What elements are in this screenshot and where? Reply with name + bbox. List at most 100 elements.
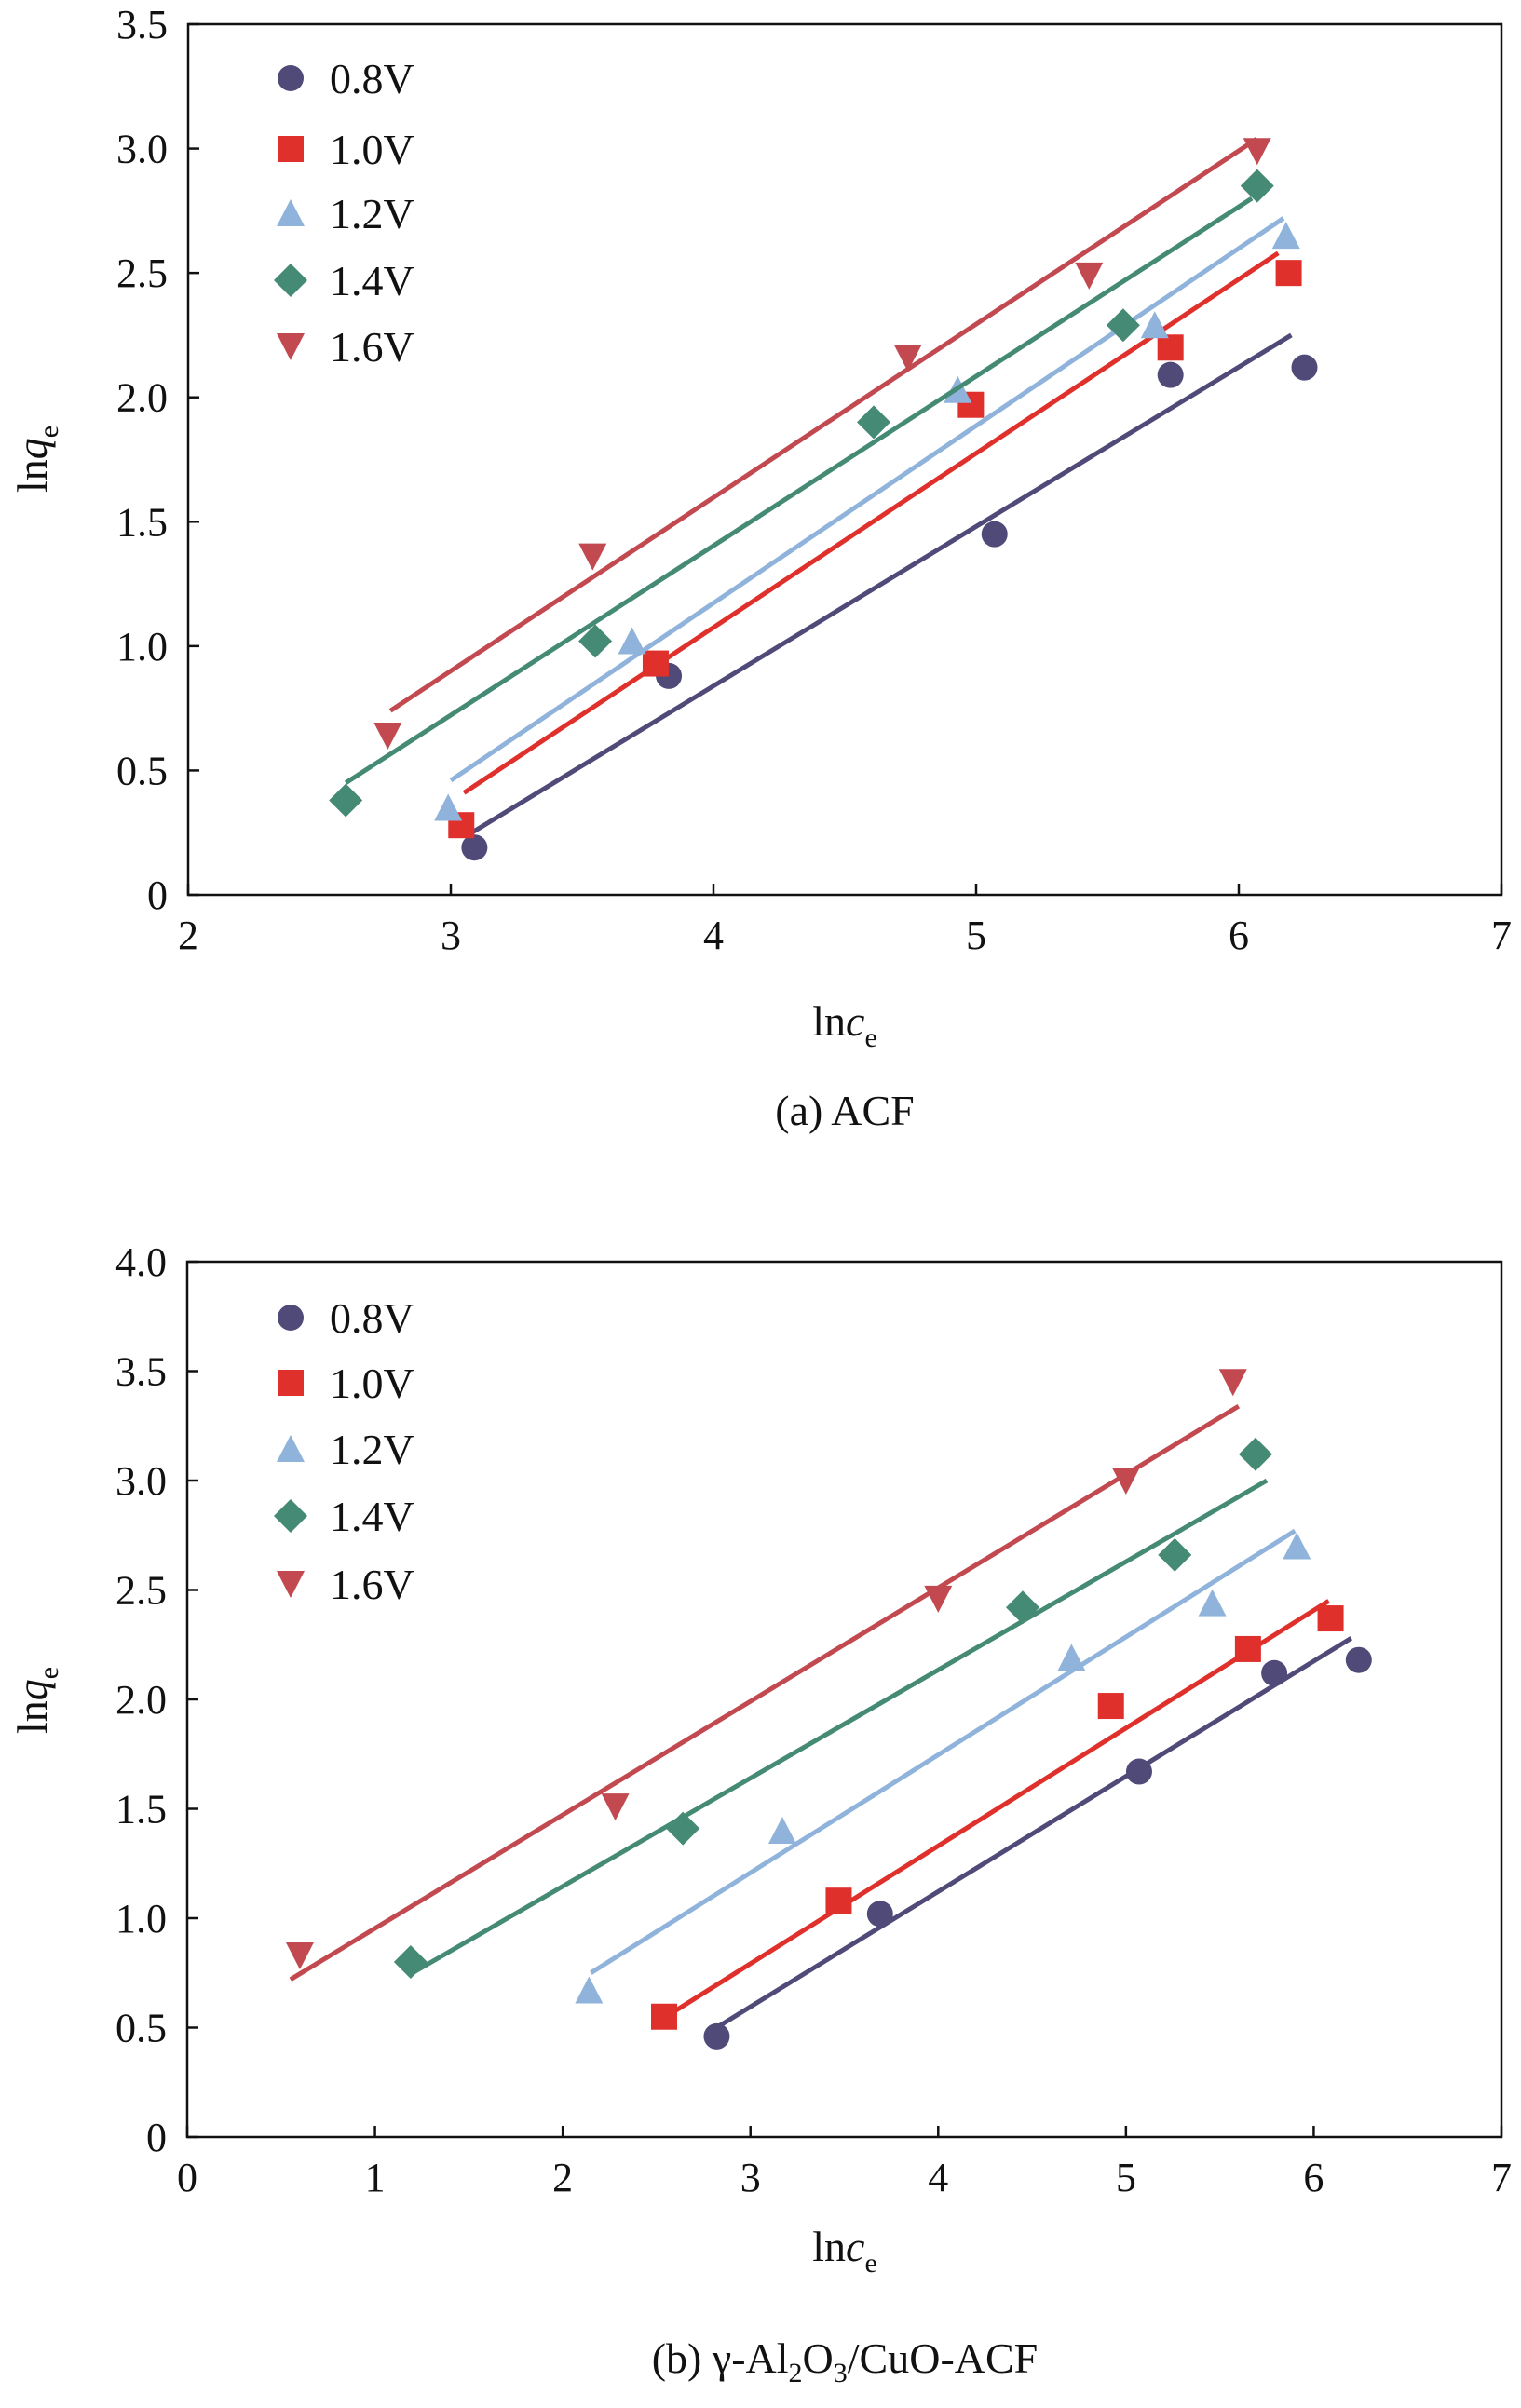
x-tick-label: 2 — [178, 913, 198, 958]
data-point-1-4v — [393, 1945, 428, 1979]
legend-marker-1-6v — [277, 1571, 305, 1598]
legend-label-1-6v: 1.6V — [330, 1561, 414, 1608]
data-point-1-4v — [1238, 1437, 1272, 1471]
y-tick-label: 0.5 — [115, 2006, 167, 2051]
legend-marker-1-4v — [274, 264, 307, 297]
x-tick-label: 3 — [740, 2155, 761, 2200]
legend-marker-1-2v — [277, 199, 305, 226]
y-tick-label: 3.5 — [115, 1349, 167, 1395]
chart-a-caption: (a) ACF — [775, 1087, 915, 1134]
data-point-0-8v — [1125, 1758, 1152, 1785]
data-point-1-4v — [578, 624, 613, 658]
y-tick-label: 3.0 — [116, 127, 168, 172]
data-point-0-8v — [1157, 361, 1184, 388]
y-tick-label: 4.0 — [115, 1239, 167, 1285]
y-tick-label: 1.0 — [115, 1896, 167, 1941]
data-point-1-2v — [434, 793, 463, 821]
x-tick-label: 7 — [1491, 913, 1512, 958]
data-point-1-0v — [1234, 1635, 1261, 1662]
fit-line-1-4v — [411, 1478, 1269, 1975]
x-tick-label: 6 — [1303, 2155, 1324, 2200]
legend-marker-1-2v — [277, 1435, 305, 1462]
y-tick-label: 3.0 — [115, 1458, 167, 1504]
fit-line-1-6v — [289, 1403, 1241, 1982]
plot-frame — [186, 22, 1503, 897]
legend-marker-1-6v — [277, 333, 305, 360]
chart-b-y-axis-label: lnqe — [8, 1667, 64, 1734]
data-point-1-2v — [575, 1976, 604, 2004]
data-point-0-8v — [703, 2022, 730, 2050]
data-point-1-6v — [373, 723, 402, 751]
legend-label-1-0v: 1.0V — [330, 1360, 414, 1407]
data-point-0-8v — [981, 521, 1008, 548]
x-tick-label: 5 — [966, 913, 986, 958]
data-point-1-0v — [650, 2003, 677, 2030]
y-tick-label: 1.0 — [116, 624, 168, 670]
legend-marker-0-8v — [278, 1305, 304, 1331]
x-tick-label: 0 — [177, 2155, 197, 2200]
chart-b-x-axis-label: lnce — [812, 2223, 877, 2279]
data-point-0-8v — [1261, 1659, 1288, 1686]
fit-line-1-4v — [344, 196, 1254, 785]
chart-a: 2 3 4 5 6 7 0 0.5 1.0 1.5 2.0 2.5 3.0 3.5 0.8V 1.0V 1.2V… — [116, 2, 1512, 958]
legend-marker-1-4v — [274, 1499, 307, 1533]
x-tick-label: 3 — [441, 913, 461, 958]
y-tick-label: 0 — [146, 2115, 167, 2160]
legend-marker-1-0v — [278, 136, 304, 162]
legend-marker-0-8v — [278, 65, 304, 91]
x-tick-label: 1 — [365, 2155, 386, 2200]
fit-line-1-2v — [449, 216, 1285, 783]
data-point-1-6v — [924, 1585, 953, 1613]
data-point-1-4v — [857, 405, 891, 440]
data-point-1-6v — [1218, 1369, 1247, 1397]
data-point-1-0v — [1157, 334, 1184, 361]
legend-label-1-4v: 1.4V — [330, 257, 414, 304]
y-tick-label: 1.5 — [116, 499, 168, 545]
x-tick-label: 2 — [552, 2155, 573, 2200]
y-tick-label: 3.5 — [116, 2, 168, 47]
data-point-1-2v — [1057, 1644, 1086, 1671]
data-point-1-4v — [1158, 1537, 1192, 1572]
data-point-1-2v — [767, 1817, 796, 1844]
x-tick-label: 4 — [928, 2155, 948, 2200]
y-tick-label: 2.0 — [115, 1677, 167, 1723]
legend-label-1-2v: 1.2V — [330, 190, 414, 237]
x-tick-label: 5 — [1116, 2155, 1136, 2200]
x-tick-label: 6 — [1229, 913, 1249, 958]
data-point-1-6v — [893, 344, 922, 372]
fit-line-1-0v — [664, 1599, 1330, 2019]
y-tick-label: 2.5 — [116, 250, 168, 296]
chart-a-x-axis-label: lnce — [812, 997, 877, 1053]
data-point-0-8v — [866, 1901, 893, 1928]
data-point-1-6v — [1075, 262, 1104, 290]
y-tick-label: 0.5 — [116, 748, 168, 793]
legend-label-0-8v: 0.8V — [330, 1294, 414, 1342]
fit-line-0-8v — [712, 1636, 1353, 2032]
fit-line-1-0v — [462, 250, 1280, 795]
data-point-0-8v — [461, 834, 488, 861]
chart-a-y-axis-label: lnqe — [8, 426, 64, 493]
fit-line-1-6v — [388, 136, 1259, 713]
y-tick-label: 2.5 — [115, 1568, 167, 1614]
data-point-1-2v — [618, 627, 646, 655]
fit-line-1-2v — [590, 1528, 1297, 1975]
legend-label-1-2v: 1.2V — [330, 1426, 414, 1473]
data-point-1-4v — [666, 1811, 700, 1846]
data-point-0-8v — [1291, 354, 1318, 381]
data-point-1-2v — [1140, 311, 1169, 339]
x-tick-label: 4 — [703, 913, 724, 958]
data-point-1-2v — [1271, 222, 1300, 250]
data-point-1-6v — [1243, 138, 1271, 166]
data-point-1-2v — [1198, 1589, 1227, 1617]
chart-b-caption: (b) γ-Al2O3/CuO-ACF — [652, 2334, 1039, 2388]
legend-label-1-0v: 1.0V — [330, 126, 414, 173]
legend-label-0-8v: 0.8V — [330, 55, 414, 102]
x-tick-label: 7 — [1491, 2155, 1512, 2200]
data-point-1-0v — [1097, 1693, 1124, 1720]
y-tick-label: 1.5 — [115, 1787, 167, 1833]
data-point-1-6v — [601, 1793, 630, 1821]
fit-line-0-8v — [470, 332, 1293, 835]
data-point-1-6v — [285, 1941, 314, 1969]
y-tick-label: 2.0 — [116, 375, 168, 421]
